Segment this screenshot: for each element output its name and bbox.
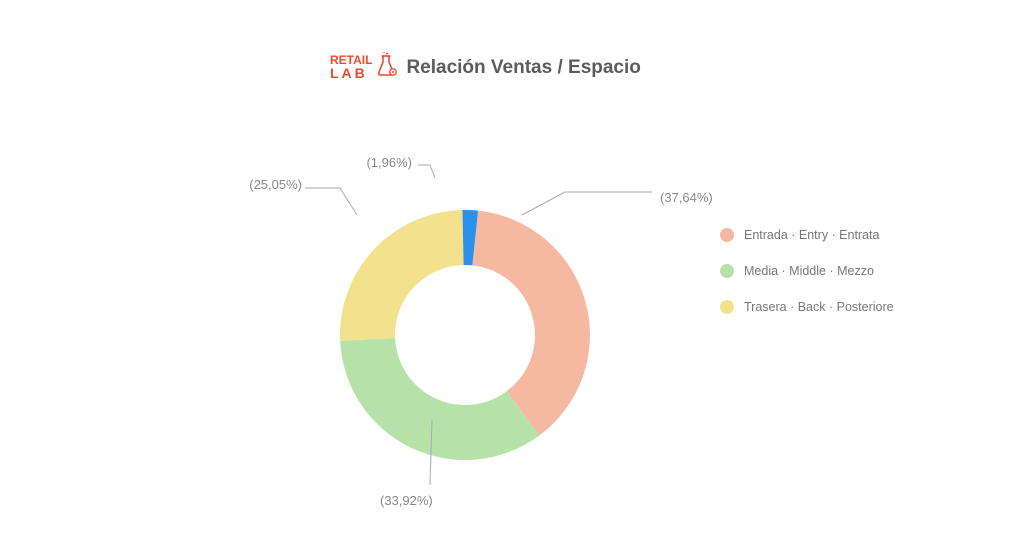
donut-chart: (37,64%)(33,92%)(25,05%)(1,96%) [280, 130, 610, 510]
brand-logo: RETAIL LAB [330, 52, 398, 83]
chart-title: Relación Ventas / Espacio [406, 57, 640, 79]
logo-line-2: LAB [330, 67, 372, 80]
legend-label: Media · Middle · Mezzo [744, 264, 874, 278]
legend-swatch [720, 264, 734, 278]
legend-swatch [720, 300, 734, 314]
slice-label-entrada: (37,64%) [660, 190, 713, 205]
legend-item: Entrada · Entry · Entrata [720, 228, 894, 242]
legend-item: Media · Middle · Mezzo [720, 264, 894, 278]
legend-label: Trasera · Back · Posteriore [744, 300, 894, 314]
slice-label-trasera: (25,05%) [249, 177, 302, 192]
leader-line [418, 165, 435, 178]
legend-label: Entrada · Entry · Entrata [744, 228, 879, 242]
legend-swatch [720, 228, 734, 242]
legend-item: Trasera · Back · Posteriore [720, 300, 894, 314]
slice-label-media: (33,92%) [380, 493, 433, 508]
flask-icon [374, 52, 398, 83]
chart-legend: Entrada · Entry · Entrata Media · Middle … [720, 228, 894, 314]
brand-logo-text: RETAIL LAB [330, 55, 372, 80]
slice-label-other: (1,96%) [366, 155, 412, 170]
leader-line [522, 192, 652, 215]
leader-line [430, 420, 432, 485]
leader-line [305, 188, 357, 215]
chart-header: RETAIL LAB Relación Ventas / Espacio [330, 52, 641, 83]
